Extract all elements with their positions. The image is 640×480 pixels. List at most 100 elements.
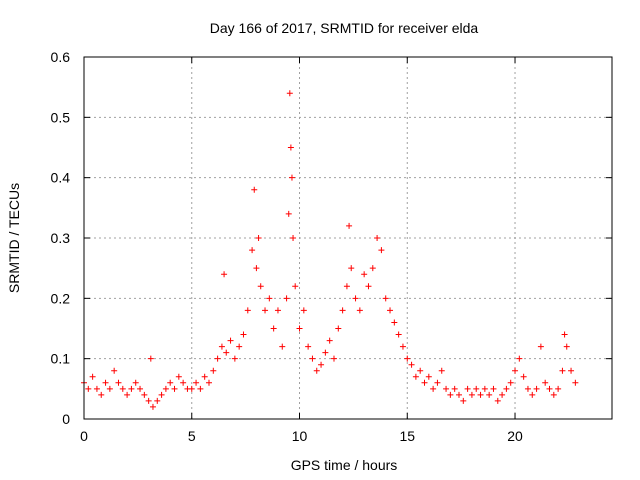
axis-ticks [83, 56, 612, 420]
data-point [473, 385, 480, 392]
y-axis-label: SRMTID / TECUs [6, 183, 22, 293]
data-point [128, 385, 135, 392]
data-point [348, 265, 355, 272]
data-point [210, 367, 217, 374]
data-point [529, 391, 536, 398]
data-point [507, 379, 514, 386]
data-point [512, 367, 519, 374]
x-tick-label: 10 [292, 428, 308, 444]
data-point [447, 391, 454, 398]
data-point [102, 379, 109, 386]
data-point [93, 385, 100, 392]
data-point [326, 337, 333, 344]
data-point [214, 355, 221, 362]
grid [84, 57, 612, 419]
data-point [227, 337, 234, 344]
data-point [490, 385, 497, 392]
data-point [262, 307, 269, 314]
data-point [382, 295, 389, 302]
data-point [455, 391, 462, 398]
data-point [137, 385, 144, 392]
data-point [111, 367, 118, 374]
data-point [132, 379, 139, 386]
data-point [417, 367, 424, 374]
data-point [542, 379, 549, 386]
data-points [81, 90, 579, 410]
data-point [369, 265, 376, 272]
data-point [141, 391, 148, 398]
x-axis-label: GPS time / hours [291, 457, 398, 473]
data-point [524, 385, 531, 392]
y-tick-label: 0.5 [51, 109, 71, 125]
data-point [279, 343, 286, 350]
data-point [300, 307, 307, 314]
data-point [550, 391, 557, 398]
data-point [563, 343, 570, 350]
data-point [387, 307, 394, 314]
data-point [147, 355, 154, 362]
data-point [309, 355, 316, 362]
data-point [115, 379, 122, 386]
data-point [145, 397, 152, 404]
data-point [266, 295, 273, 302]
data-point [572, 379, 579, 386]
data-point [503, 385, 510, 392]
data-point [240, 331, 247, 338]
data-point [425, 373, 432, 380]
data-point [205, 379, 212, 386]
data-point [231, 355, 238, 362]
x-tick-labels: 0 5 10 15 20 [80, 428, 523, 444]
data-point [85, 385, 92, 392]
data-point [255, 235, 262, 241]
data-point [89, 373, 96, 380]
data-point [270, 325, 277, 332]
data-point [464, 385, 471, 392]
data-point [391, 319, 398, 326]
data-point [221, 271, 228, 278]
data-point [180, 379, 187, 386]
data-point [154, 397, 161, 404]
data-point [251, 186, 258, 193]
data-point [343, 283, 350, 290]
data-point [352, 295, 359, 302]
data-point [365, 283, 372, 290]
y-tick-label: 0.2 [51, 290, 71, 306]
data-point [361, 271, 368, 278]
data-point [412, 373, 419, 380]
y-tick-label: 0.1 [51, 351, 71, 367]
x-tick-label: 15 [399, 428, 415, 444]
data-point [460, 397, 467, 404]
y-tick-label: 0.6 [51, 49, 71, 65]
data-point [274, 307, 281, 314]
data-point [288, 174, 295, 181]
data-point [286, 90, 293, 97]
data-point [438, 367, 445, 374]
data-point [430, 385, 437, 392]
data-point [555, 385, 562, 392]
data-point [98, 391, 105, 398]
data-point [249, 247, 256, 254]
data-point [287, 144, 294, 151]
data-point [296, 325, 303, 332]
data-point [149, 403, 156, 410]
data-point [481, 385, 488, 392]
data-point [486, 391, 493, 398]
data-point [162, 385, 169, 392]
data-point [223, 349, 230, 356]
data-point [292, 283, 299, 290]
data-point [171, 385, 178, 392]
y-tick-label: 0 [62, 411, 70, 427]
y-tick-label: 0.4 [51, 170, 71, 186]
data-point [257, 283, 264, 290]
data-point [330, 355, 337, 362]
data-point [218, 343, 225, 350]
data-point [335, 325, 342, 332]
data-point [356, 307, 363, 314]
data-point [404, 355, 411, 362]
data-point [494, 397, 501, 404]
data-point [443, 385, 450, 392]
data-point [106, 385, 113, 392]
data-point [520, 373, 527, 380]
data-point [378, 247, 385, 254]
